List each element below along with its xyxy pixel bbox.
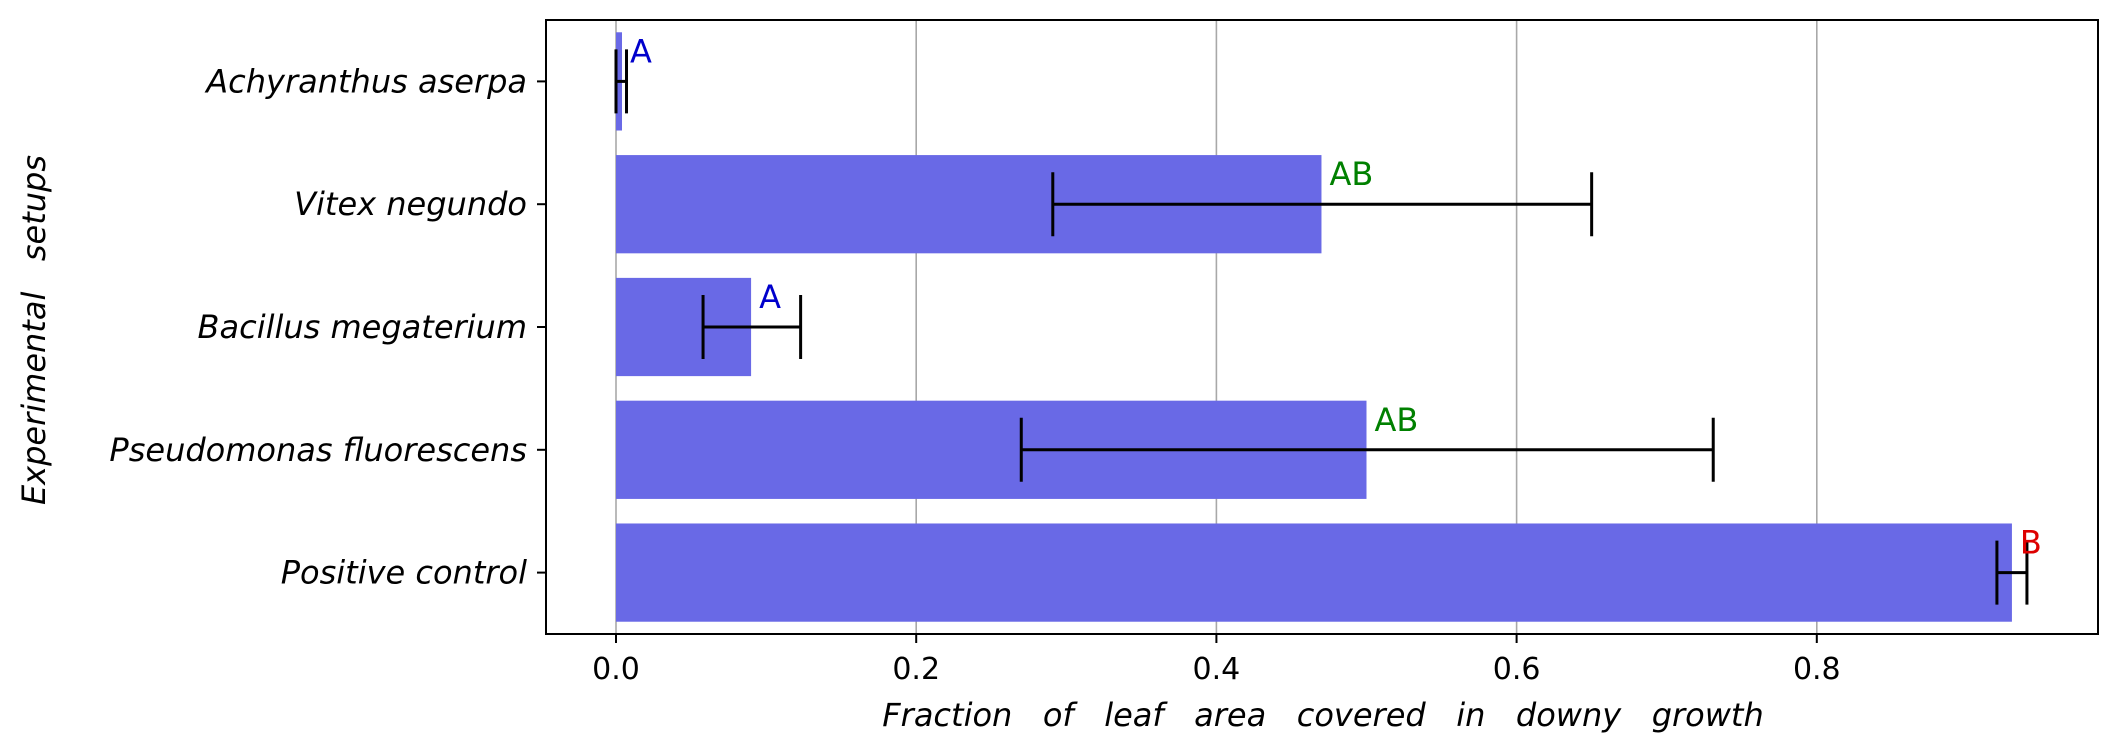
x-axis-ticks: 0.0 0.2 0.4 0.6 0.8 (592, 634, 1841, 687)
category-label: Pseudomonas fluorescens (109, 431, 527, 469)
x-tick-label: 0.8 (1793, 652, 1841, 687)
error-bar (701, 295, 803, 359)
error-bar (1995, 540, 2029, 605)
error-bar (1019, 417, 1715, 482)
category-label: Positive control (281, 554, 527, 592)
category-label: Bacillus megaterium (198, 308, 527, 346)
bars (616, 32, 2012, 622)
significance-label: A (759, 278, 781, 316)
x-axis-title: Fraction of leaf area covered in downy g… (882, 696, 1763, 734)
x-tick-label: 0.2 (892, 652, 940, 687)
significance-label: AB (1329, 155, 1373, 193)
y-axis-title: Experimental setups (15, 155, 53, 505)
error-bar (1051, 172, 1594, 237)
error-bar (614, 49, 629, 114)
bar (616, 523, 2012, 622)
x-tick-label: 0.4 (1193, 652, 1241, 687)
error-bars (614, 49, 2029, 605)
category-label: Vitex negundo (294, 185, 527, 223)
x-tick-label: 0.0 (592, 652, 640, 687)
significance-label: AB (1375, 401, 1419, 439)
x-tick-label: 0.6 (1493, 652, 1541, 687)
category-label: Achyranthus aserpa (204, 62, 527, 100)
significance-label: A (630, 32, 652, 70)
y-axis-ticks: Achyranthus aserpa Vitex negundo Bacillus … (109, 62, 546, 592)
significance-label: B (2020, 524, 2042, 562)
significance-labels: A AB A AB B (630, 32, 2042, 561)
